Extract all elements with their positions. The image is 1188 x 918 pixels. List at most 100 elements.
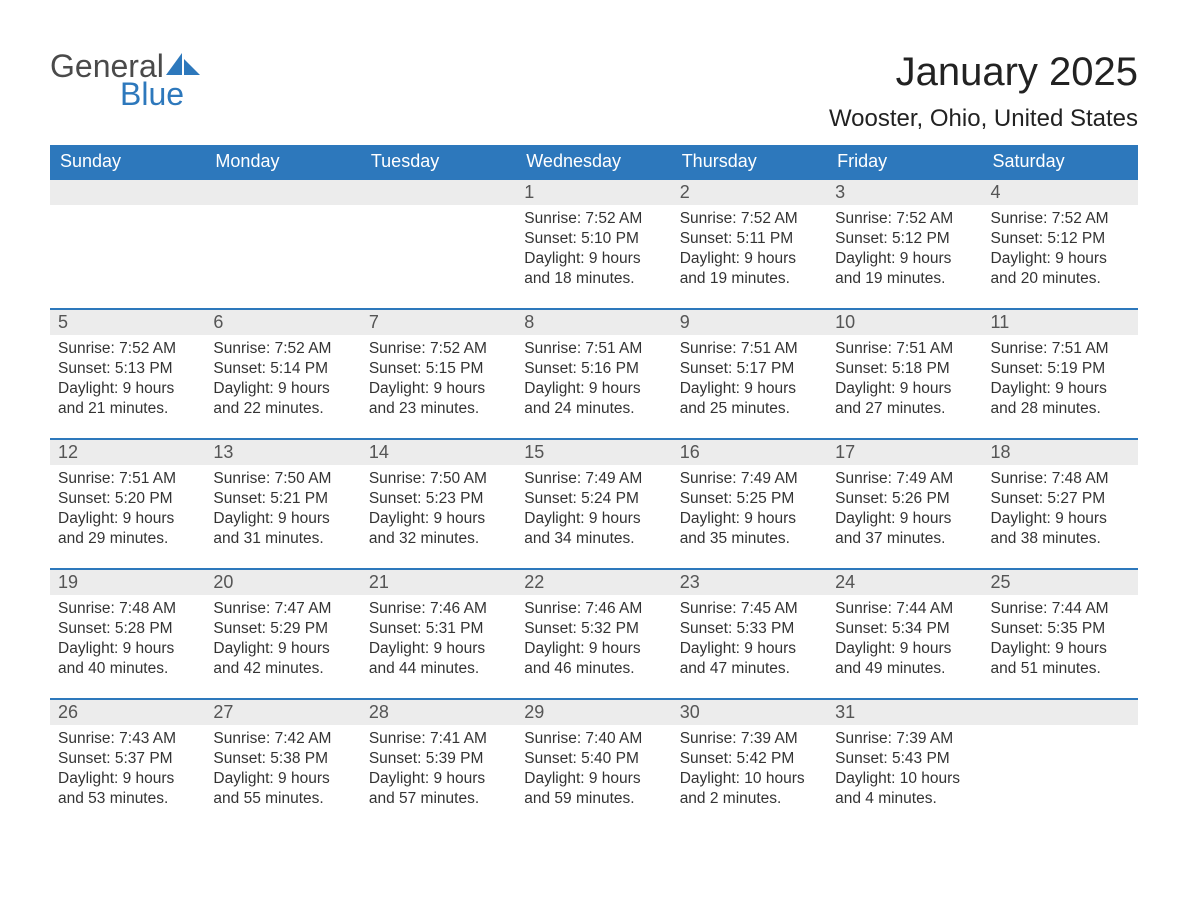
day-sunrise: Sunrise: 7:50 AM <box>213 469 352 489</box>
day-daylight2: and 40 minutes. <box>58 659 197 679</box>
day-daylight1: Daylight: 9 hours <box>991 379 1130 399</box>
day-daylight1: Daylight: 9 hours <box>991 639 1130 659</box>
day-daylight1: Daylight: 9 hours <box>835 249 974 269</box>
calendar-cell: 29Sunrise: 7:40 AMSunset: 5:40 PMDayligh… <box>516 698 671 828</box>
day-number: 31 <box>827 698 982 725</box>
day-sunrise: Sunrise: 7:46 AM <box>524 599 663 619</box>
day-sunset: Sunset: 5:12 PM <box>991 229 1130 249</box>
calendar-row: 12Sunrise: 7:51 AMSunset: 5:20 PMDayligh… <box>50 438 1138 568</box>
calendar-header-row: SundayMondayTuesdayWednesdayThursdayFrid… <box>50 145 1138 178</box>
calendar-cell: 19Sunrise: 7:48 AMSunset: 5:28 PMDayligh… <box>50 568 205 698</box>
day-daylight1: Daylight: 9 hours <box>58 769 197 789</box>
day-sunrise: Sunrise: 7:52 AM <box>835 209 974 229</box>
day-daylight1: Daylight: 9 hours <box>991 249 1130 269</box>
day-sunset: Sunset: 5:16 PM <box>524 359 663 379</box>
day-sunset: Sunset: 5:23 PM <box>369 489 508 509</box>
day-body: Sunrise: 7:51 AMSunset: 5:20 PMDaylight:… <box>50 465 205 558</box>
day-sunset: Sunset: 5:34 PM <box>835 619 974 639</box>
day-sunrise: Sunrise: 7:45 AM <box>680 599 819 619</box>
day-number: 13 <box>205 438 360 465</box>
day-body: Sunrise: 7:52 AMSunset: 5:12 PMDaylight:… <box>827 205 982 298</box>
day-daylight1: Daylight: 9 hours <box>58 509 197 529</box>
day-daylight1: Daylight: 10 hours <box>680 769 819 789</box>
calendar-cell: 31Sunrise: 7:39 AMSunset: 5:43 PMDayligh… <box>827 698 982 828</box>
day-number: 8 <box>516 308 671 335</box>
day-sunset: Sunset: 5:14 PM <box>213 359 352 379</box>
day-body <box>205 205 360 217</box>
day-sunrise: Sunrise: 7:43 AM <box>58 729 197 749</box>
day-sunset: Sunset: 5:40 PM <box>524 749 663 769</box>
day-daylight2: and 46 minutes. <box>524 659 663 679</box>
day-daylight1: Daylight: 9 hours <box>835 509 974 529</box>
weekday-header: Friday <box>827 145 982 178</box>
calendar-row: 5Sunrise: 7:52 AMSunset: 5:13 PMDaylight… <box>50 308 1138 438</box>
day-number: 3 <box>827 178 982 205</box>
day-daylight2: and 55 minutes. <box>213 789 352 809</box>
calendar-cell: 14Sunrise: 7:50 AMSunset: 5:23 PMDayligh… <box>361 438 516 568</box>
location-text: Wooster, Ohio, United States <box>829 105 1138 133</box>
day-daylight2: and 37 minutes. <box>835 529 974 549</box>
day-daylight2: and 2 minutes. <box>680 789 819 809</box>
day-sunrise: Sunrise: 7:50 AM <box>369 469 508 489</box>
day-body: Sunrise: 7:52 AMSunset: 5:12 PMDaylight:… <box>983 205 1138 298</box>
day-body: Sunrise: 7:51 AMSunset: 5:19 PMDaylight:… <box>983 335 1138 428</box>
calendar-cell: 27Sunrise: 7:42 AMSunset: 5:38 PMDayligh… <box>205 698 360 828</box>
calendar-cell <box>361 178 516 308</box>
day-sunset: Sunset: 5:32 PM <box>524 619 663 639</box>
day-body: Sunrise: 7:48 AMSunset: 5:28 PMDaylight:… <box>50 595 205 688</box>
day-daylight2: and 28 minutes. <box>991 399 1130 419</box>
day-number: 11 <box>983 308 1138 335</box>
day-daylight2: and 53 minutes. <box>58 789 197 809</box>
day-body: Sunrise: 7:45 AMSunset: 5:33 PMDaylight:… <box>672 595 827 688</box>
day-number: 6 <box>205 308 360 335</box>
day-body: Sunrise: 7:52 AMSunset: 5:11 PMDaylight:… <box>672 205 827 298</box>
day-body: Sunrise: 7:52 AMSunset: 5:14 PMDaylight:… <box>205 335 360 428</box>
day-daylight2: and 31 minutes. <box>213 529 352 549</box>
logo-blue-text: Blue <box>120 78 200 110</box>
day-daylight2: and 51 minutes. <box>991 659 1130 679</box>
day-sunset: Sunset: 5:18 PM <box>835 359 974 379</box>
day-number: 12 <box>50 438 205 465</box>
day-body: Sunrise: 7:42 AMSunset: 5:38 PMDaylight:… <box>205 725 360 818</box>
day-body: Sunrise: 7:44 AMSunset: 5:35 PMDaylight:… <box>983 595 1138 688</box>
day-body: Sunrise: 7:39 AMSunset: 5:43 PMDaylight:… <box>827 725 982 818</box>
day-sunrise: Sunrise: 7:48 AM <box>58 599 197 619</box>
month-title: January 2025 <box>829 50 1138 95</box>
weekday-header: Thursday <box>672 145 827 178</box>
weekday-header: Wednesday <box>516 145 671 178</box>
title-block: January 2025 Wooster, Ohio, United State… <box>829 50 1138 133</box>
day-number: 16 <box>672 438 827 465</box>
calendar-cell: 23Sunrise: 7:45 AMSunset: 5:33 PMDayligh… <box>672 568 827 698</box>
day-daylight1: Daylight: 9 hours <box>369 769 508 789</box>
calendar-row: 1Sunrise: 7:52 AMSunset: 5:10 PMDaylight… <box>50 178 1138 308</box>
day-sunset: Sunset: 5:12 PM <box>835 229 974 249</box>
day-sunset: Sunset: 5:28 PM <box>58 619 197 639</box>
calendar-cell: 28Sunrise: 7:41 AMSunset: 5:39 PMDayligh… <box>361 698 516 828</box>
weekday-header: Saturday <box>983 145 1138 178</box>
day-daylight1: Daylight: 9 hours <box>213 769 352 789</box>
day-daylight1: Daylight: 9 hours <box>369 639 508 659</box>
day-sunset: Sunset: 5:15 PM <box>369 359 508 379</box>
day-daylight2: and 23 minutes. <box>369 399 508 419</box>
day-sunrise: Sunrise: 7:52 AM <box>369 339 508 359</box>
day-daylight2: and 18 minutes. <box>524 269 663 289</box>
day-sunrise: Sunrise: 7:44 AM <box>835 599 974 619</box>
day-sunset: Sunset: 5:24 PM <box>524 489 663 509</box>
weekday-header: Sunday <box>50 145 205 178</box>
day-daylight2: and 25 minutes. <box>680 399 819 419</box>
day-sunrise: Sunrise: 7:40 AM <box>524 729 663 749</box>
day-sunset: Sunset: 5:29 PM <box>213 619 352 639</box>
day-daylight1: Daylight: 9 hours <box>524 639 663 659</box>
day-daylight1: Daylight: 10 hours <box>835 769 974 789</box>
calendar-cell: 18Sunrise: 7:48 AMSunset: 5:27 PMDayligh… <box>983 438 1138 568</box>
day-daylight1: Daylight: 9 hours <box>58 379 197 399</box>
day-body: Sunrise: 7:52 AMSunset: 5:10 PMDaylight:… <box>516 205 671 298</box>
day-daylight1: Daylight: 9 hours <box>58 639 197 659</box>
day-sunrise: Sunrise: 7:52 AM <box>213 339 352 359</box>
day-number: 18 <box>983 438 1138 465</box>
day-daylight2: and 32 minutes. <box>369 529 508 549</box>
day-daylight2: and 21 minutes. <box>58 399 197 419</box>
calendar-cell: 4Sunrise: 7:52 AMSunset: 5:12 PMDaylight… <box>983 178 1138 308</box>
day-daylight2: and 19 minutes. <box>680 269 819 289</box>
day-sunrise: Sunrise: 7:51 AM <box>991 339 1130 359</box>
